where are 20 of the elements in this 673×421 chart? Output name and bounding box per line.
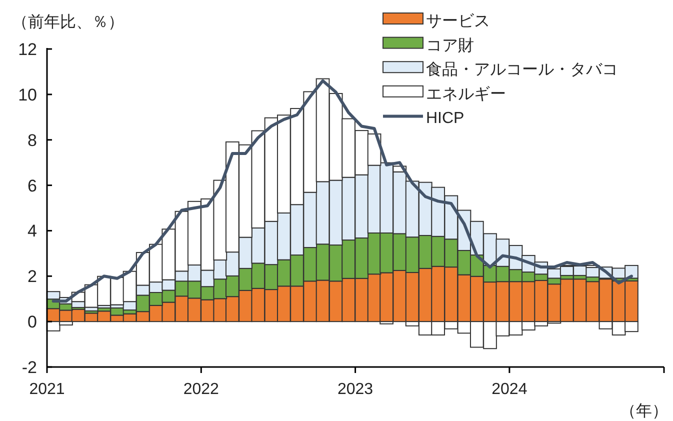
y-tick-label: 0 bbox=[28, 312, 37, 332]
y-tick-label: -2 bbox=[22, 358, 37, 377]
x-tick-label: 2021 bbox=[29, 381, 65, 398]
y-tick-label: 2 bbox=[28, 267, 37, 286]
legend-label: エネルギー bbox=[426, 84, 506, 103]
y-tick-label: 4 bbox=[28, 222, 37, 241]
y-tick-label: 12 bbox=[18, 40, 37, 59]
legend-label: コア財 bbox=[426, 37, 474, 54]
y-tick-label: 6 bbox=[28, 176, 37, 196]
x-axis-title: （年） bbox=[620, 403, 668, 420]
legend-label: 食品・アルコール・タバコ bbox=[426, 60, 618, 79]
y-tick-label: 8 bbox=[28, 130, 37, 150]
legend-label: サービス bbox=[426, 13, 490, 30]
line-series bbox=[52, 79, 633, 303]
x-tick-label: 2023 bbox=[337, 381, 374, 398]
x-tick-label: 2024 bbox=[492, 381, 528, 398]
legend-label: HICP bbox=[426, 110, 464, 128]
y-tick-label: 10 bbox=[18, 85, 37, 104]
x-tick-label: 2022 bbox=[183, 381, 220, 398]
y-axis-title: （前年比、％） bbox=[12, 13, 124, 31]
